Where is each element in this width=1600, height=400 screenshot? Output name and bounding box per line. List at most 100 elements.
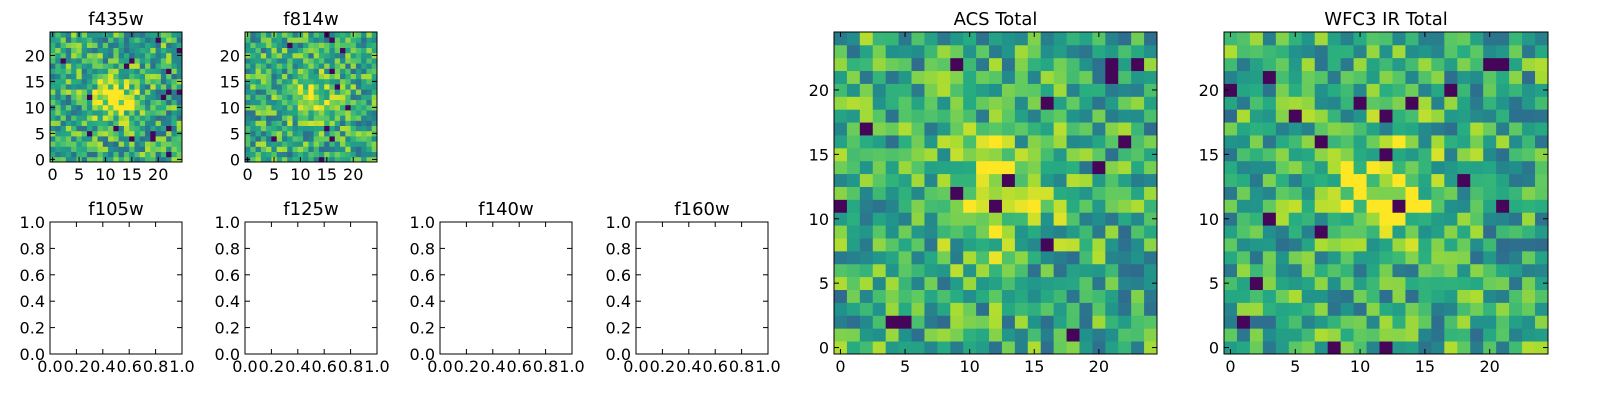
heatmap-cell [266, 94, 272, 100]
heatmap-cell [1353, 250, 1367, 265]
heatmap-cell [129, 130, 135, 137]
heatmap-cell [1301, 147, 1316, 162]
heatmap-cell [155, 115, 162, 121]
heatmap-cell [1405, 250, 1419, 265]
heatmap-cell [950, 147, 964, 162]
heatmap-cell [102, 130, 109, 137]
heatmap-cell [340, 47, 346, 54]
heatmap-cell [76, 120, 83, 126]
heatmap-cell [250, 141, 256, 147]
heatmap-cell [1288, 263, 1303, 278]
heatmap-cell [160, 84, 167, 90]
heatmap-cell [1405, 160, 1419, 175]
heatmap-cell [1118, 122, 1132, 136]
heatmap-cell [1066, 57, 1080, 72]
heatmap-cell [255, 99, 262, 106]
heatmap-cell [166, 32, 172, 38]
heatmap-cell [303, 47, 309, 54]
heatmap-cell [1509, 160, 1523, 175]
x-tick-label: 0.0 [623, 357, 648, 376]
heatmap-cell [1040, 186, 1055, 200]
heatmap-cell [976, 289, 990, 303]
heatmap-cell [1301, 328, 1316, 342]
heatmap-cell [266, 141, 272, 147]
heatmap-cell [71, 32, 77, 38]
heatmap-cell [1483, 186, 1497, 200]
heatmap-cell [885, 238, 899, 252]
heatmap-cell [1092, 32, 1106, 46]
heatmap-cell [313, 141, 320, 147]
heatmap-cell [924, 44, 938, 59]
heatmap-cell [898, 238, 912, 252]
heatmap-cell [334, 156, 341, 163]
heatmap-cell [1131, 238, 1145, 252]
heatmap-cell [1379, 328, 1393, 342]
heatmap-cell [1366, 302, 1380, 316]
heatmap-cell [885, 263, 899, 278]
heatmap-cell [350, 125, 357, 132]
heatmap-cell [976, 276, 990, 290]
heatmap-cell [1457, 44, 1471, 59]
heatmap-cell [989, 173, 1003, 187]
heatmap-cell [266, 136, 272, 142]
heatmap-cell [129, 58, 135, 64]
heatmap-cell [134, 37, 141, 43]
heatmap-cell [292, 84, 299, 90]
heatmap-cells [834, 32, 1158, 355]
heatmap-cell [1496, 315, 1510, 329]
heatmap-cell [898, 212, 912, 226]
x-tick-label: 0 [48, 165, 58, 184]
heatmap-cell [1483, 302, 1497, 316]
heatmap-cell [355, 99, 362, 106]
heatmap-cell [937, 122, 951, 136]
heatmap-cell [1431, 32, 1445, 46]
heatmap-cell [937, 263, 951, 278]
heatmap-cell [266, 99, 272, 106]
heatmap-cell [1340, 250, 1354, 265]
heatmap-cell [1053, 57, 1067, 72]
heatmap-cell [350, 42, 357, 48]
heatmap-cell [150, 156, 156, 163]
heatmap-cell [846, 238, 861, 252]
heatmap-cell [924, 160, 938, 175]
heatmap-cell [1535, 70, 1549, 84]
heatmap-cell [76, 110, 83, 116]
heatmap-cell [1444, 109, 1458, 123]
heatmap-cell [898, 160, 912, 175]
heatmap-cell [1418, 70, 1432, 84]
heatmap-cell [97, 104, 104, 111]
heatmap-cell [1496, 160, 1510, 175]
heatmap-cell [1001, 263, 1016, 278]
heatmap-cell [1118, 83, 1132, 97]
heatmap-cell [1444, 70, 1458, 84]
heatmap-cell [86, 156, 93, 163]
heatmap-cell [155, 104, 162, 111]
heatmap-cell [176, 141, 183, 147]
heatmap-cell [1483, 199, 1497, 213]
heatmap-cell [1249, 109, 1264, 123]
heatmap-cell [1509, 96, 1523, 110]
heatmap-cell [1509, 44, 1523, 59]
heatmap-cell [1092, 135, 1106, 149]
heatmap-cell [166, 110, 172, 116]
heatmap-cell [160, 151, 167, 158]
heatmap-cell [92, 146, 98, 152]
heatmap-cell [250, 115, 256, 121]
heatmap-cell [937, 70, 951, 84]
heatmap-cell [898, 328, 912, 342]
heatmap-cell [1105, 341, 1119, 355]
heatmap-cell [297, 84, 304, 90]
heatmap-cell [350, 151, 357, 158]
y-tick-label: 0 [819, 339, 829, 358]
heatmap-cell [1066, 96, 1080, 110]
heatmap-cell [1105, 186, 1119, 200]
heatmap-cell [1379, 238, 1393, 252]
heatmap-cell [81, 120, 88, 126]
heatmap-cell [976, 225, 990, 239]
x-tick-label: 0.6 [702, 357, 727, 376]
heatmap-cell [134, 130, 141, 137]
heatmap-cell [350, 136, 357, 142]
heatmap-cell [1470, 315, 1484, 329]
heatmap-cell [1079, 238, 1093, 252]
heatmap-cell [1144, 83, 1158, 97]
